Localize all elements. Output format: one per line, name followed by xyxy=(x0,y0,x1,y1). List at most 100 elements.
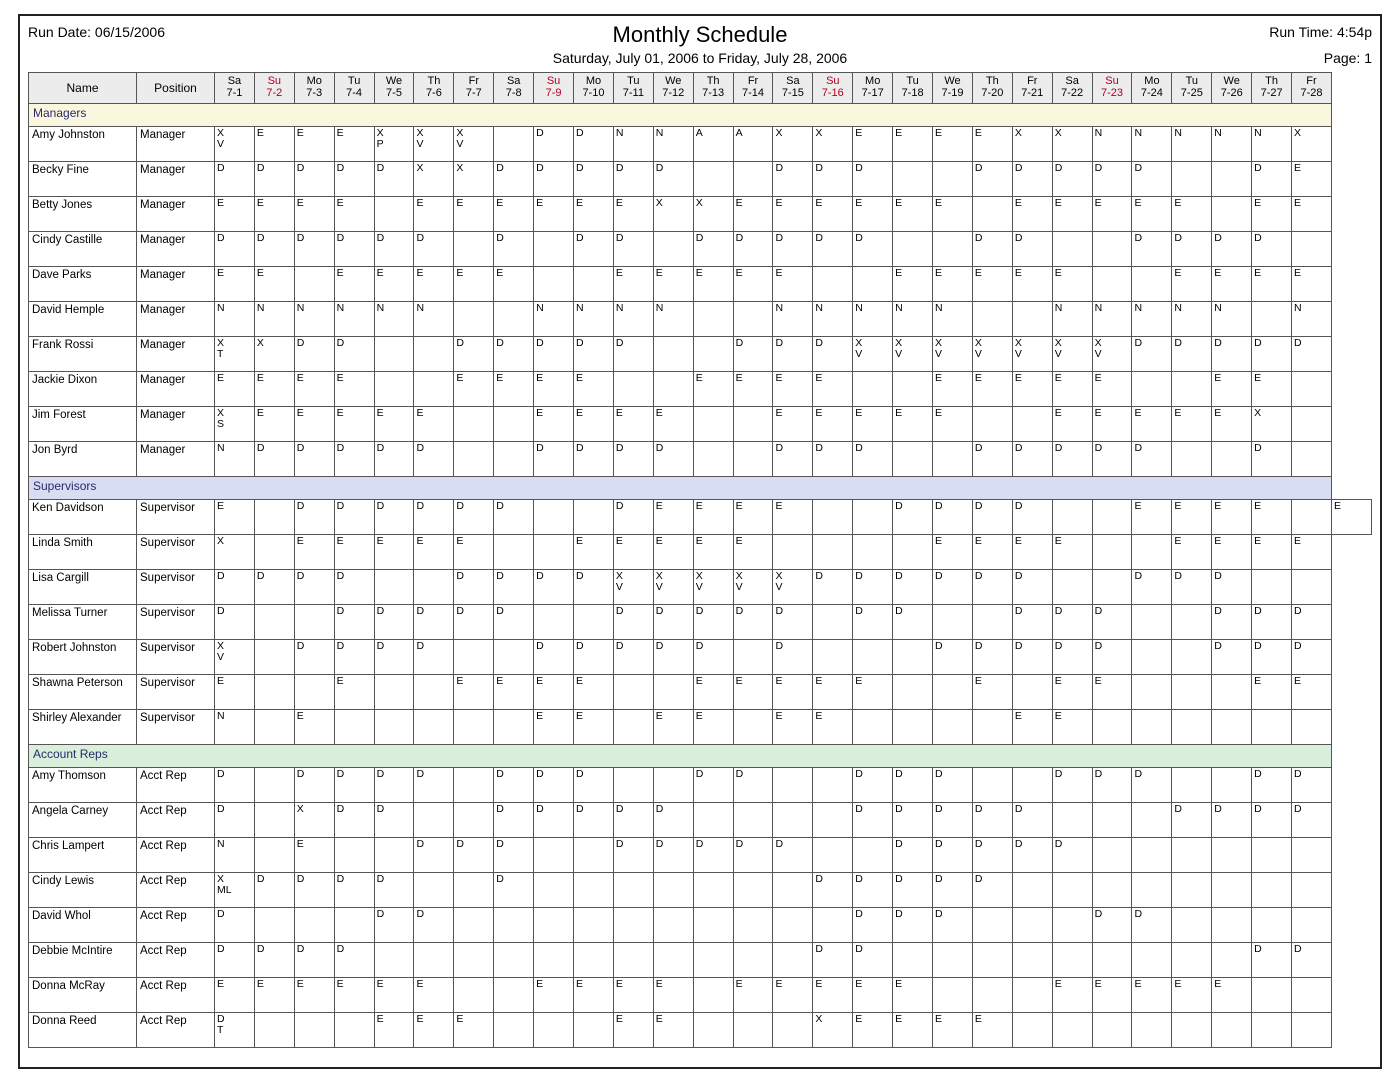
schedule-cell xyxy=(1212,162,1252,197)
shift-code: E xyxy=(1212,407,1251,441)
schedule-cell: D xyxy=(1092,908,1132,943)
schedule-cell xyxy=(374,570,414,605)
shift-code: N xyxy=(335,302,374,336)
schedule-cell: E xyxy=(653,535,693,570)
shift-code xyxy=(574,908,613,942)
schedule-cell xyxy=(613,873,653,908)
schedule-cell: N xyxy=(294,302,334,337)
schedule-cell: D xyxy=(454,838,494,873)
schedule-cell: X V xyxy=(773,570,813,605)
shift-code: D xyxy=(574,570,613,604)
schedule-cell: E xyxy=(454,535,494,570)
shift-code: D xyxy=(933,803,972,837)
table-row: Betty JonesManagerEEEEEEEEEEXXEEEEEEEEEE… xyxy=(29,197,1372,232)
schedule-cell xyxy=(1292,838,1332,873)
schedule-cell: E xyxy=(1092,675,1132,710)
shift-code: D xyxy=(773,838,812,872)
employee-position: Supervisor xyxy=(137,570,215,605)
shift-code: E xyxy=(694,267,733,301)
employee-name: Jim Forest xyxy=(29,407,137,442)
shift-code xyxy=(255,803,294,837)
schedule-cell xyxy=(693,803,733,838)
schedule-cell xyxy=(613,943,653,978)
schedule-cell xyxy=(933,232,973,267)
schedule-cell: E xyxy=(254,197,294,232)
shift-code: E xyxy=(1172,500,1211,534)
shift-code xyxy=(454,908,493,942)
schedule-cell xyxy=(972,302,1012,337)
schedule-cell xyxy=(454,302,494,337)
col-day-7-4: Tu7-4 xyxy=(334,73,374,104)
schedule-cell xyxy=(1252,302,1292,337)
col-day-7-10: Mo7-10 xyxy=(574,73,614,104)
schedule-cell xyxy=(693,442,733,477)
shift-code: D xyxy=(694,768,733,802)
schedule-cell xyxy=(454,640,494,675)
schedule-cell xyxy=(374,337,414,372)
schedule-cell: D xyxy=(1012,442,1052,477)
schedule-cell: E xyxy=(1292,535,1332,570)
shift-code: E xyxy=(654,1013,693,1047)
schedule-cell: N xyxy=(1212,302,1252,337)
schedule-cell xyxy=(374,372,414,407)
shift-code: D xyxy=(853,943,892,977)
shift-code: E xyxy=(574,978,613,1012)
schedule-cell: E xyxy=(733,675,773,710)
schedule-cell xyxy=(1132,873,1172,908)
schedule-cell: E xyxy=(813,372,853,407)
shift-code xyxy=(1093,535,1132,569)
schedule-cell xyxy=(1252,978,1292,1013)
schedule-cell: D xyxy=(1092,640,1132,675)
shift-code: E xyxy=(454,372,493,406)
shift-code: D xyxy=(654,640,693,674)
shift-code xyxy=(1172,1013,1211,1047)
schedule-cell: D xyxy=(1052,640,1092,675)
shift-code: X V xyxy=(1093,337,1132,371)
shift-code xyxy=(1132,1013,1171,1047)
shift-code xyxy=(1093,500,1132,534)
shift-code: D xyxy=(1172,337,1211,371)
shift-code xyxy=(534,873,573,907)
schedule-cell xyxy=(1092,1013,1132,1048)
schedule-cell xyxy=(1292,873,1332,908)
schedule-cell: E xyxy=(693,675,733,710)
employee-position: Supervisor xyxy=(137,675,215,710)
schedule-cell: D xyxy=(454,605,494,640)
schedule-cell: D xyxy=(613,500,653,535)
day-date: 7-20 xyxy=(973,87,1012,99)
schedule-cell: E xyxy=(733,372,773,407)
shift-code: E xyxy=(694,675,733,709)
schedule-cell: E xyxy=(1012,710,1052,745)
shift-code: E xyxy=(335,407,374,441)
shift-code xyxy=(853,372,892,406)
schedule-cell xyxy=(693,302,733,337)
shift-code: D xyxy=(494,605,533,639)
shift-code: N xyxy=(414,302,453,336)
schedule-cell: D xyxy=(334,943,374,978)
shift-code: D xyxy=(734,768,773,802)
shift-code: D xyxy=(654,803,693,837)
shift-code xyxy=(534,908,573,942)
schedule-cell xyxy=(853,710,893,745)
schedule-cell: E xyxy=(613,978,653,1013)
shift-code: E xyxy=(893,197,932,231)
shift-code: E xyxy=(1172,267,1211,301)
col-day-7-25: Tu7-25 xyxy=(1172,73,1212,104)
schedule-cell: D xyxy=(733,768,773,803)
shift-code: E xyxy=(734,500,773,534)
schedule-cell xyxy=(972,197,1012,232)
col-day-7-17: Mo7-17 xyxy=(853,73,893,104)
schedule-cell: D xyxy=(294,442,334,477)
shift-code xyxy=(813,605,852,639)
shift-code: D xyxy=(255,873,294,907)
schedule-cell xyxy=(1292,372,1332,407)
shift-code: D xyxy=(614,162,653,196)
schedule-cell: E xyxy=(813,197,853,232)
schedule-cell: D xyxy=(613,838,653,873)
schedule-cell xyxy=(933,605,973,640)
group-label: Account Reps xyxy=(29,745,1332,768)
schedule-cell: X xyxy=(1292,127,1332,162)
shift-code xyxy=(614,710,653,744)
shift-code xyxy=(574,873,613,907)
shift-code: X S xyxy=(215,407,254,441)
